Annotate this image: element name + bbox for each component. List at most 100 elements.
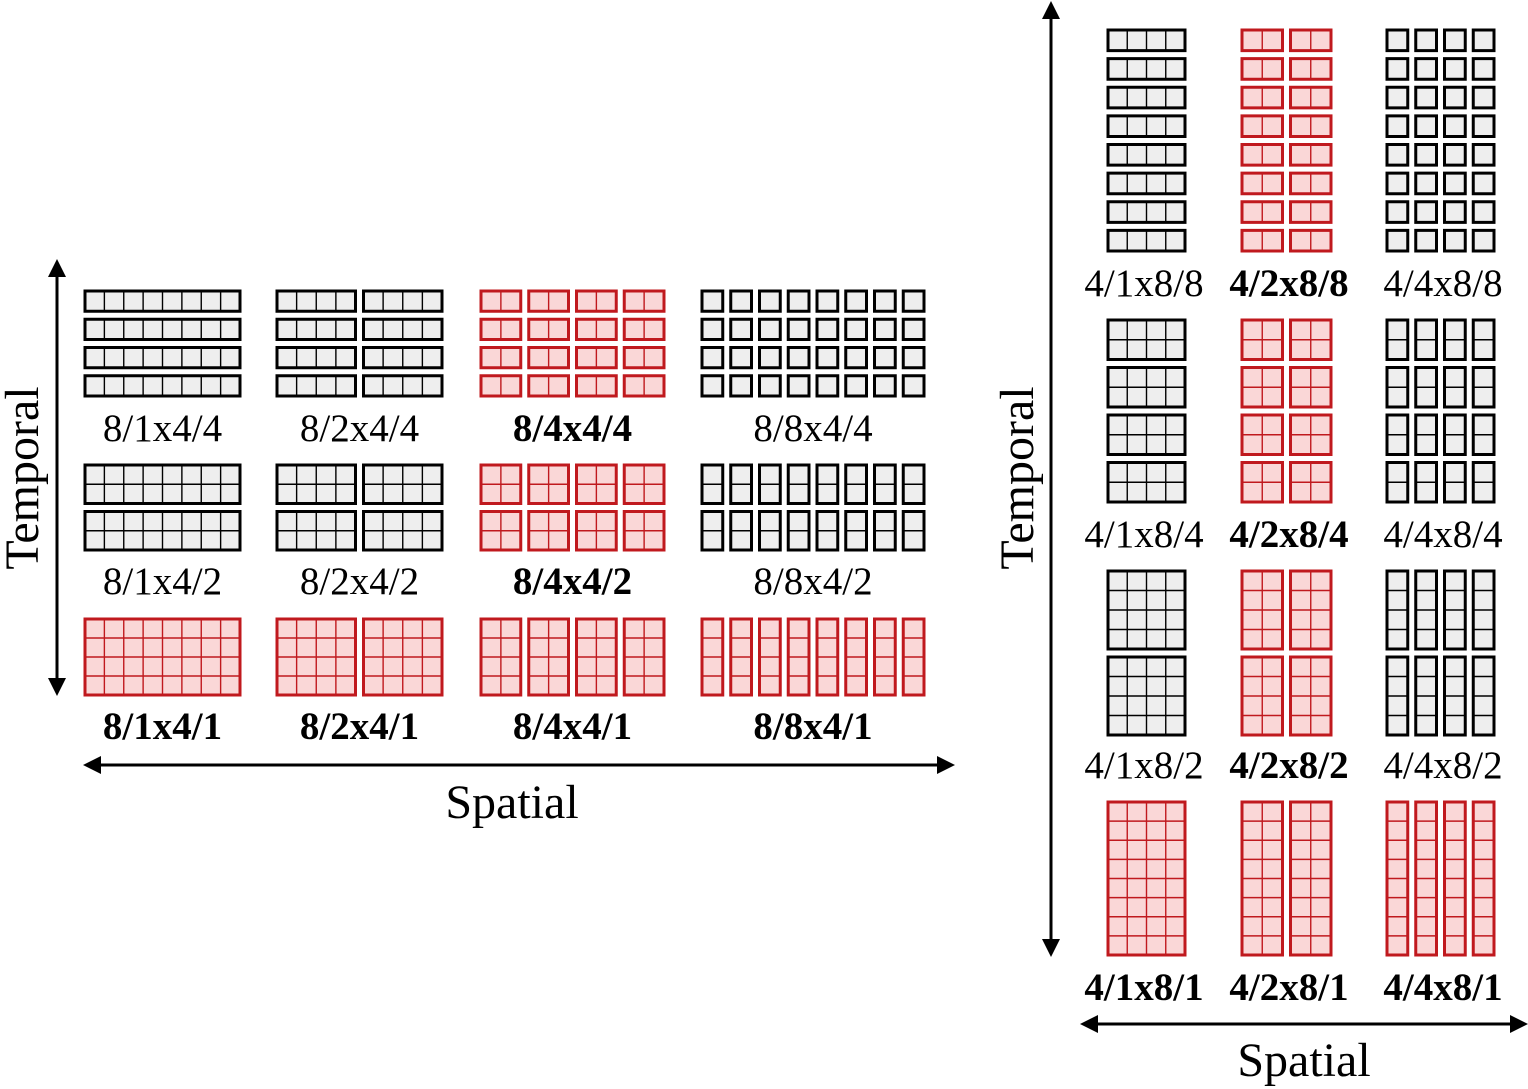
group-outline	[873, 346, 897, 370]
partition-group	[1443, 461, 1467, 504]
group-outline	[901, 510, 926, 552]
group-outline	[1443, 461, 1467, 504]
partition-group	[1106, 318, 1187, 361]
group-outline	[275, 317, 357, 341]
left-panel: 8/1x4/4 8/2x4/4 8/4x4/4 8/8x4/4 8/1x4/2 8/2x4…	[0, 259, 955, 829]
group-outline	[622, 463, 666, 505]
partition-group	[1414, 200, 1438, 224]
group-outline	[622, 374, 666, 398]
partition-group	[1443, 171, 1467, 196]
group-outline	[1106, 171, 1187, 196]
group-outline	[1385, 413, 1410, 456]
group-outline	[1385, 800, 1410, 957]
partition-group	[901, 346, 926, 370]
group-outline	[1471, 655, 1496, 737]
group-fill	[1444, 30, 1466, 51]
group-fill	[874, 319, 896, 340]
group-outline	[1289, 366, 1333, 409]
partition-group	[786, 617, 811, 697]
config-label: 4/4x8/4	[1383, 513, 1502, 556]
partition-group	[873, 374, 897, 398]
right-block-4-1-8-2	[1106, 569, 1187, 737]
group-outline	[362, 317, 444, 341]
partition-group	[873, 617, 897, 697]
partition-group	[622, 374, 666, 398]
group-outline	[1106, 461, 1187, 504]
partition-group	[1240, 57, 1284, 81]
left-block-8-8-4-1	[700, 617, 926, 697]
config-label: 8/4x4/2	[513, 560, 632, 603]
group-fill	[1415, 201, 1437, 223]
group-outline	[700, 317, 725, 341]
partition-group	[1289, 171, 1333, 196]
group-outline	[1414, 655, 1438, 737]
partition-group	[1289, 569, 1333, 651]
group-fill	[1415, 115, 1437, 137]
partition-group	[1471, 28, 1496, 53]
group-outline	[700, 374, 725, 398]
group-outline	[815, 317, 840, 341]
right-panel-blocks	[1106, 28, 1496, 957]
group-outline	[1414, 413, 1438, 456]
partition-group	[1289, 318, 1333, 361]
group-outline	[1471, 114, 1496, 138]
group-outline	[1106, 228, 1187, 253]
group-outline	[901, 317, 926, 341]
left-block-8-1-4-2	[83, 463, 242, 552]
group-outline	[1289, 318, 1333, 361]
partition-group	[1471, 200, 1496, 224]
group-outline	[844, 510, 868, 552]
config-label: 8/2x4/4	[300, 407, 419, 450]
group-outline	[758, 289, 782, 313]
group-outline	[1443, 85, 1467, 110]
group-fill	[1473, 201, 1494, 223]
right-block-4-1-8-8	[1106, 28, 1187, 253]
partition-group	[527, 289, 570, 313]
group-outline	[575, 463, 618, 505]
left-block-8-4-4-4	[479, 289, 666, 398]
group-outline	[1289, 461, 1333, 504]
partition-group	[1289, 200, 1333, 224]
partition-group	[1414, 800, 1438, 957]
partition-group	[844, 463, 868, 505]
partition-group	[844, 317, 868, 341]
group-outline	[1471, 57, 1496, 81]
partition-group	[1414, 655, 1438, 737]
group-outline	[1414, 200, 1438, 224]
group-outline	[83, 463, 242, 505]
partition-group	[1385, 143, 1410, 167]
group-outline	[1240, 413, 1284, 456]
partition-group	[527, 463, 570, 505]
partition-group	[786, 317, 811, 341]
group-outline	[1289, 569, 1333, 651]
group-outline	[1471, 28, 1496, 53]
group-outline	[622, 317, 666, 341]
config-label: 8/1x4/2	[103, 560, 222, 603]
group-outline	[622, 617, 666, 697]
partition-group	[1240, 171, 1284, 196]
group-outline	[1385, 114, 1410, 138]
group-outline	[1289, 143, 1333, 167]
partition-group	[1471, 413, 1496, 456]
group-fill	[702, 319, 723, 340]
partition-group	[758, 346, 782, 370]
group-fill	[1444, 115, 1466, 137]
partition-group	[844, 510, 868, 552]
group-outline	[1443, 366, 1467, 409]
partition-group	[815, 510, 840, 552]
group-outline	[729, 346, 753, 370]
partition-group	[1385, 171, 1410, 196]
partition-group	[1240, 800, 1284, 957]
partition-group	[527, 510, 570, 552]
partition-group	[1240, 200, 1284, 224]
partition-group	[873, 317, 897, 341]
partition-group	[1443, 200, 1467, 224]
partition-group	[1414, 85, 1438, 110]
group-outline	[1289, 200, 1333, 224]
partition-group	[1240, 143, 1284, 167]
group-outline	[527, 374, 570, 398]
group-outline	[1414, 143, 1438, 167]
partition-group	[1385, 366, 1410, 409]
group-outline	[1443, 318, 1467, 361]
